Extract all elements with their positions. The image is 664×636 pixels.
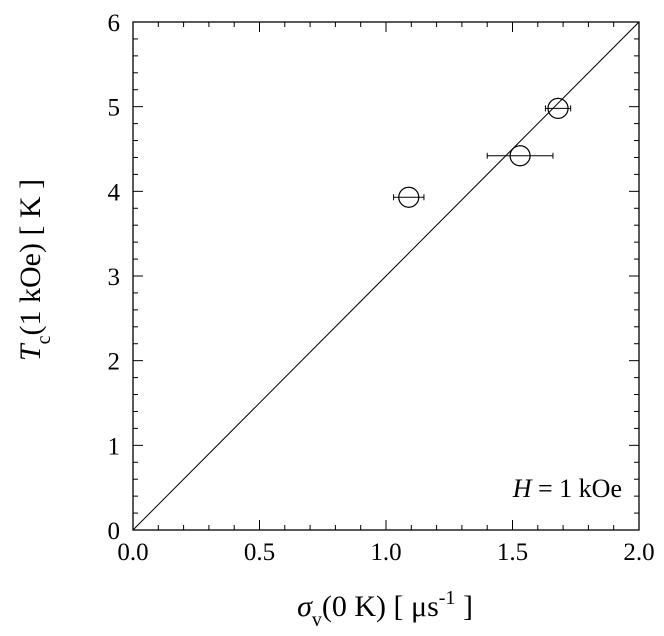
annotation: H = 1 kOe bbox=[512, 474, 622, 503]
annotation-text: = 1 kOe bbox=[532, 474, 622, 503]
y-tick-label: 4 bbox=[108, 179, 121, 206]
y-tick-label: 3 bbox=[108, 264, 121, 291]
data-point bbox=[393, 186, 425, 208]
x-tick-labels: 0.0 0.5 1.0 1.5 2.0 bbox=[117, 539, 654, 566]
y-tick-label: 6 bbox=[108, 10, 121, 37]
data-point bbox=[486, 145, 554, 167]
y-tick-label: 0 bbox=[108, 518, 121, 545]
x-tick-label: 1.5 bbox=[497, 539, 528, 566]
x-tick-label: 2.0 bbox=[623, 539, 654, 566]
fit-line bbox=[132, 21, 640, 531]
x-axis-text: (0 K) [ μs bbox=[322, 590, 439, 623]
x-axis-symbol: σ bbox=[297, 590, 313, 623]
y-axis-subscript: c bbox=[33, 335, 55, 344]
y-axis-symbol: T bbox=[14, 342, 47, 361]
point-marker bbox=[509, 145, 531, 167]
y-tick-label: 2 bbox=[108, 349, 121, 376]
point-marker bbox=[547, 97, 569, 119]
y-axis-text: (1 kOe) [ K ] bbox=[14, 179, 47, 336]
x-axis-label: σv(0 K) [ μs-1 ] bbox=[297, 587, 473, 631]
x-axis-subscript: v bbox=[312, 609, 322, 631]
y-tick-label: 5 bbox=[108, 95, 121, 122]
x-tick-label: 0.0 bbox=[117, 539, 148, 566]
x-tick-label: 0.5 bbox=[244, 539, 275, 566]
data-points bbox=[393, 97, 572, 208]
x-tick-label: 1.0 bbox=[370, 539, 401, 566]
annotation-symbol: H bbox=[512, 474, 533, 503]
point-marker bbox=[398, 186, 420, 208]
axis-ticks bbox=[132, 21, 640, 531]
y-tick-label: 1 bbox=[108, 433, 121, 460]
data-point bbox=[544, 97, 572, 119]
fit-line-layer bbox=[132, 21, 640, 531]
y-tick-labels: 0 1 2 3 4 5 6 bbox=[108, 10, 121, 545]
y-axis-label: Tc(1 kOe) [ K ] bbox=[14, 179, 55, 361]
x-axis-superscript: -1 bbox=[439, 587, 456, 609]
x-axis-close: ] bbox=[455, 590, 473, 623]
